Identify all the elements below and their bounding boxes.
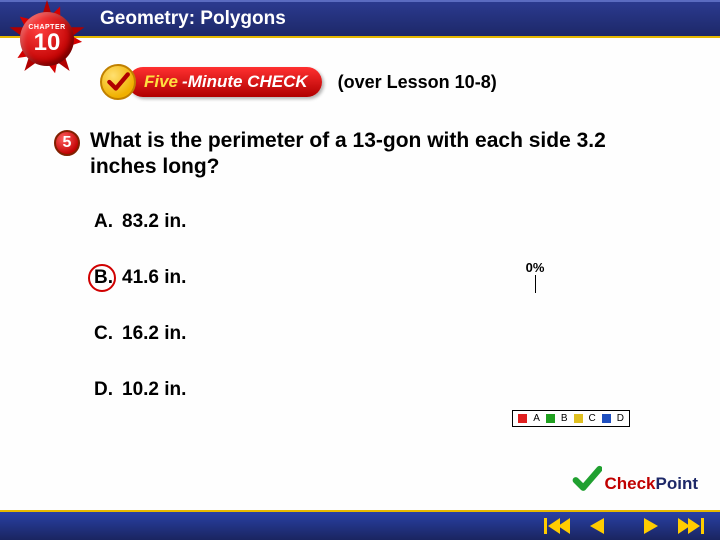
legend-label: D [617, 413, 624, 424]
over-lesson-label: (over Lesson 10-8) [338, 72, 497, 93]
nav-next-button[interactable] [630, 516, 662, 536]
checkmark-icon [100, 64, 136, 100]
legend-label: C [589, 413, 596, 424]
poll-area: 0% [470, 260, 600, 293]
answer-choice[interactable]: C.16.2 in. [94, 323, 720, 345]
five-minute-check-row: Five-Minute CHECK (over Lesson 10-8) [0, 64, 720, 100]
five-minute-check-pill: Five-Minute CHECK [128, 67, 322, 97]
choice-letter: A. [94, 211, 122, 233]
question-text: What is the perimeter of a 13-gon with e… [90, 128, 666, 181]
question-number-bullet: 5 [54, 130, 80, 156]
choice-text: 41.6 in. [122, 267, 186, 289]
choice-text: 83.2 in. [122, 211, 186, 233]
poll-percent-label: 0% [470, 260, 600, 275]
legend-label: B [561, 413, 568, 424]
legend-swatch [518, 414, 527, 423]
legend-swatch [546, 414, 555, 423]
fmc-rest: -Minute CHECK [182, 72, 308, 92]
nav-prev-button[interactable] [586, 516, 618, 536]
checkpoint-point-word: Point [656, 474, 699, 493]
answer-choices: A.83.2 in. B.41.6 in. C.16.2 in. D.10.2 in. [94, 211, 720, 401]
header-bar: Geometry: Polygons [0, 0, 720, 38]
choice-text: 16.2 in. [122, 323, 186, 345]
nav-last-button[interactable] [674, 516, 706, 536]
choice-text: 10.2 in. [122, 379, 186, 401]
checkpoint-check-word: Check [604, 474, 655, 493]
choice-letter: D. [94, 379, 122, 401]
answer-choice[interactable]: A.83.2 in. [94, 211, 720, 233]
choice-letter: C. [94, 323, 122, 345]
header-title: Geometry: Polygons [100, 8, 286, 30]
checkpoint-logo: CheckPoint [572, 464, 698, 494]
checkpoint-check-icon [572, 464, 602, 494]
question-block: 5 What is the perimeter of a 13-gon with… [54, 128, 666, 181]
answer-choice[interactable]: B.41.6 in. [94, 267, 720, 289]
fmc-five: Five [144, 72, 178, 92]
nav-first-button[interactable] [542, 516, 574, 536]
correct-answer-ring [88, 264, 116, 292]
checkpoint-text: CheckPoint [604, 474, 698, 494]
footer-bar [0, 510, 720, 540]
five-minute-check-badge: Five-Minute CHECK [100, 64, 322, 100]
legend-label: A [533, 413, 540, 424]
poll-tick [535, 275, 536, 293]
answer-choice[interactable]: D.10.2 in. [94, 379, 720, 401]
badge-circle: CHAPTER 10 [20, 12, 74, 66]
legend-swatch [574, 414, 583, 423]
legend-swatch [602, 414, 611, 423]
chapter-badge: CHAPTER 10 [8, 0, 86, 78]
chapter-number: 10 [34, 31, 61, 55]
poll-legend: A B C D [512, 410, 630, 427]
